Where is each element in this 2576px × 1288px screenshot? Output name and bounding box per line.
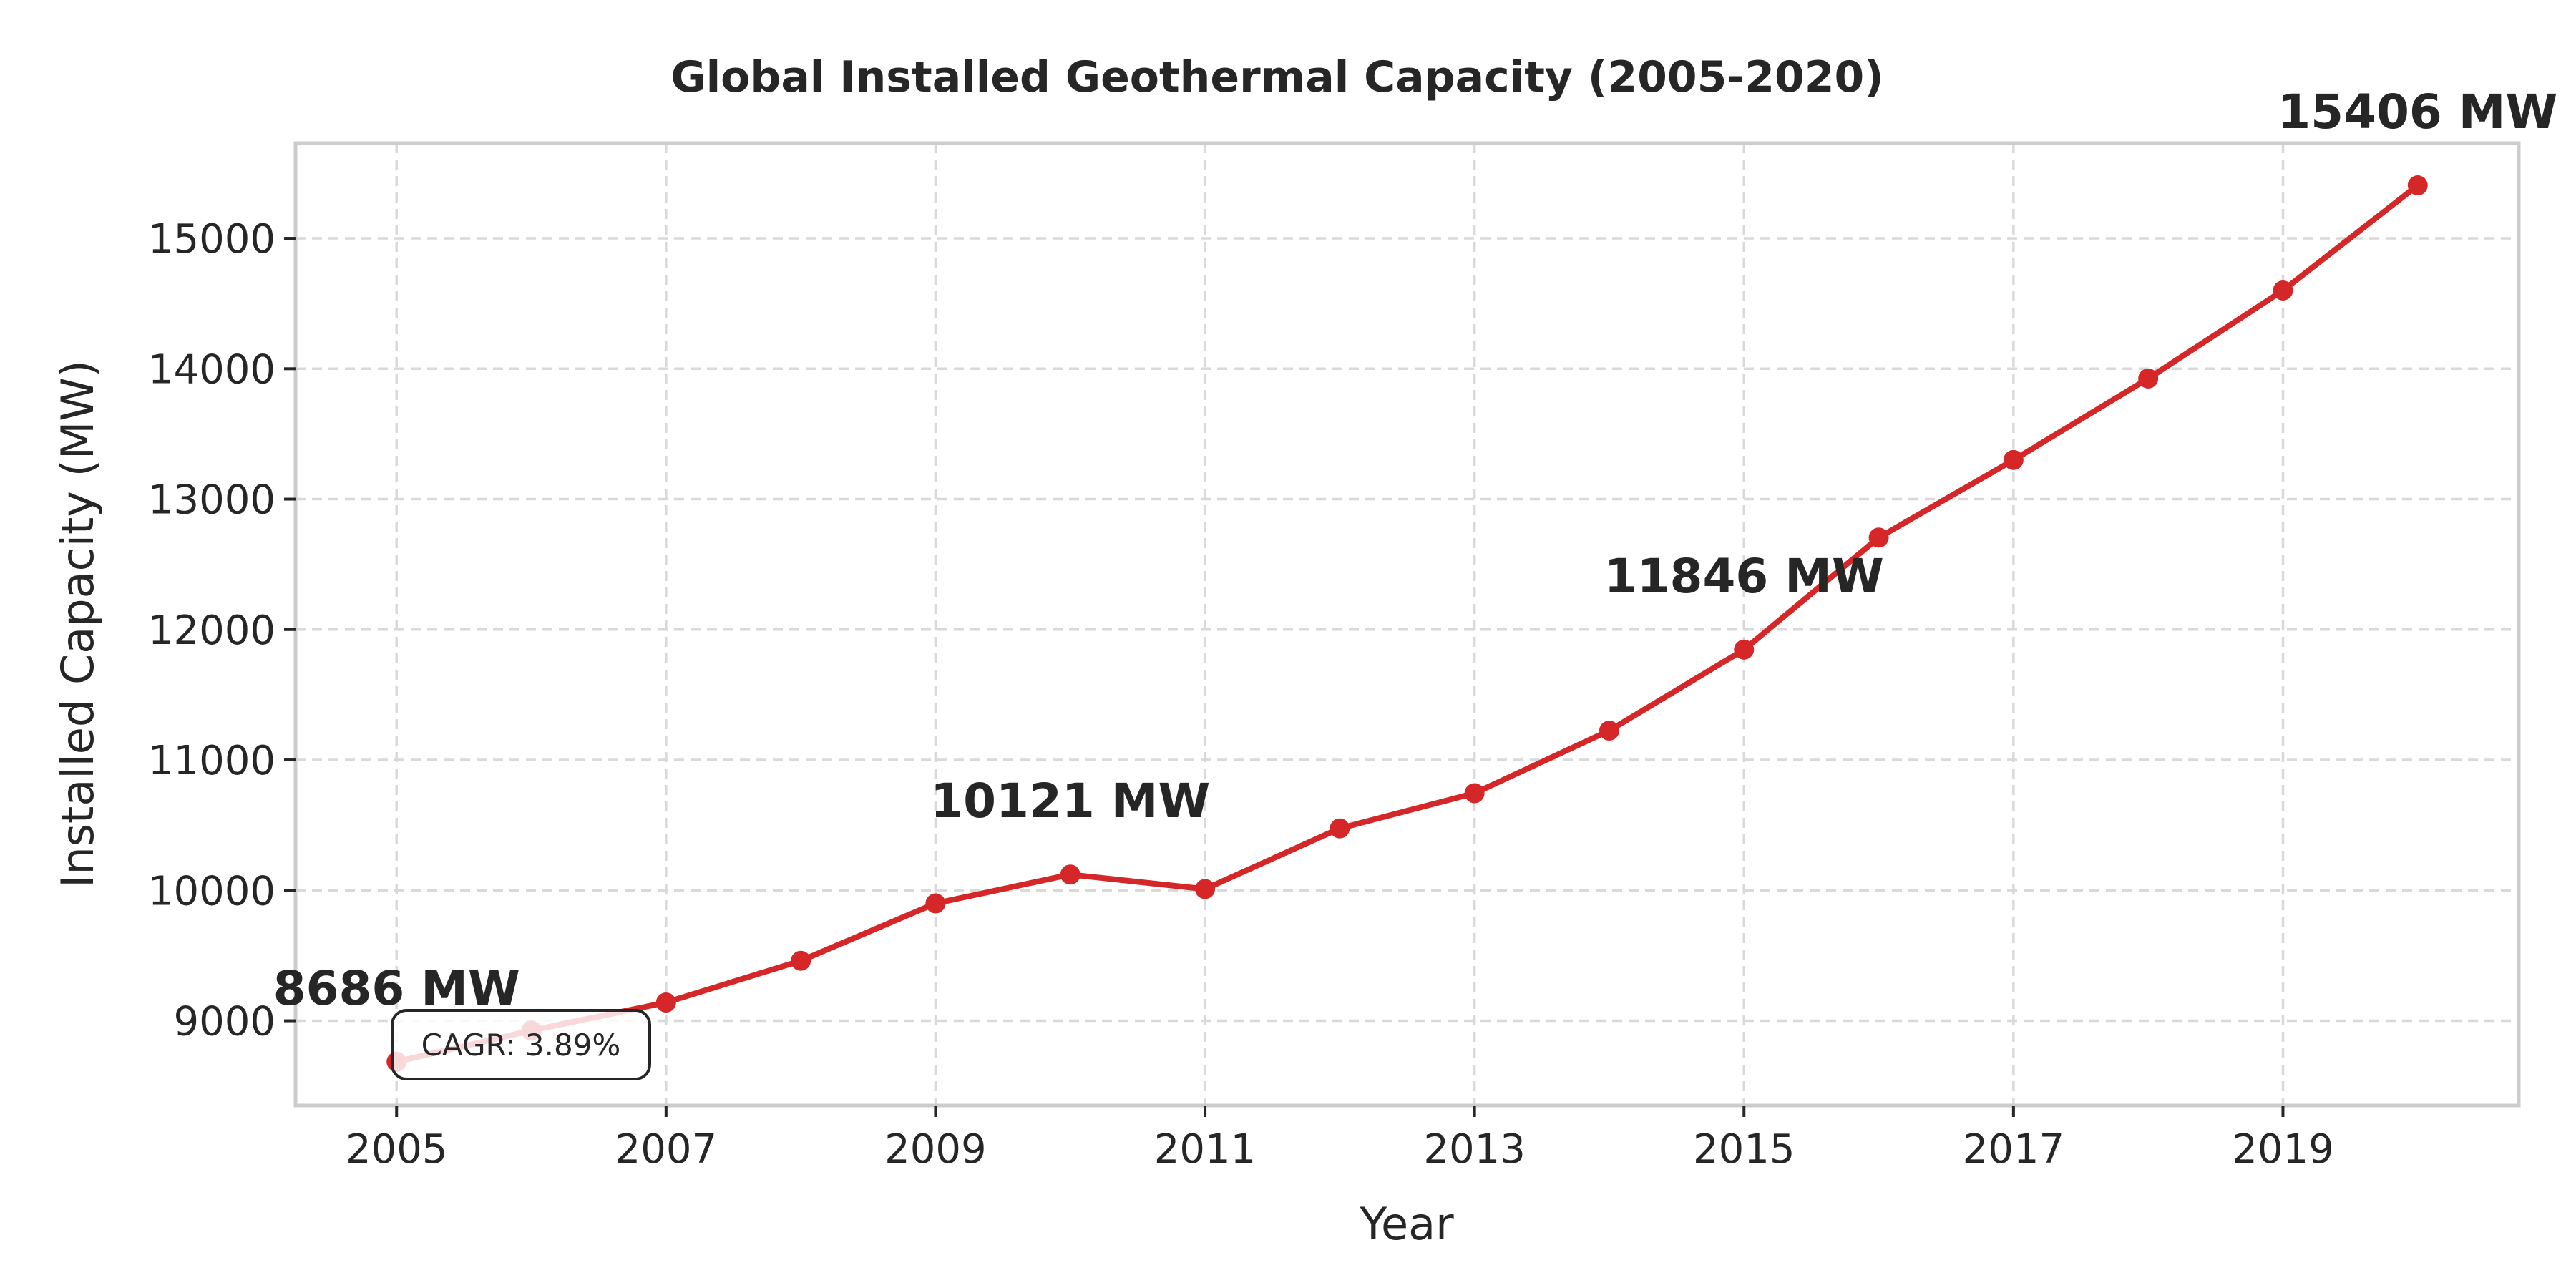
y-axis-label: Installed Capacity (MW) bbox=[52, 360, 104, 888]
data-point bbox=[2003, 449, 2024, 470]
x-tick-label: 2011 bbox=[1154, 1126, 1257, 1173]
series-line bbox=[394, 182, 2421, 1065]
data-point bbox=[1868, 527, 1889, 548]
plot-frame bbox=[293, 141, 2521, 1108]
data-point bbox=[791, 950, 811, 971]
data-points bbox=[386, 175, 2428, 1072]
x-tick-label: 2019 bbox=[2232, 1126, 2334, 1173]
data-point bbox=[2407, 175, 2428, 196]
y-tick-label: 15000 bbox=[148, 216, 275, 263]
data-label: 15406 MW bbox=[2278, 84, 2557, 140]
cagr-callout-box bbox=[391, 1009, 651, 1080]
y-tick-label: 12000 bbox=[148, 608, 275, 654]
data-point bbox=[2273, 280, 2293, 301]
data-label: 10121 MW bbox=[930, 774, 1210, 829]
x-tick-label: 2013 bbox=[1423, 1126, 1526, 1173]
data-labels: 8686 MW 10121 MW 11846 MW 15406 MW bbox=[273, 84, 2558, 1016]
cagr-callout-text: CAGR: 3.89% bbox=[421, 1028, 621, 1063]
x-tick-label: 2015 bbox=[1693, 1126, 1795, 1173]
data-point bbox=[925, 893, 946, 914]
y-tick-label: 14000 bbox=[148, 346, 275, 393]
cagr-callout: CAGR: 3.89% bbox=[391, 1009, 651, 1080]
x-tick-label: 2005 bbox=[346, 1126, 448, 1173]
y-tick-label: 13000 bbox=[148, 477, 275, 524]
data-point bbox=[1599, 721, 1619, 741]
series-line-group bbox=[394, 182, 2421, 1065]
grid bbox=[296, 143, 2519, 1106]
data-point bbox=[1734, 639, 1755, 660]
y-tick-label: 11000 bbox=[148, 738, 275, 784]
data-point bbox=[1060, 864, 1080, 885]
data-point bbox=[1195, 879, 1216, 899]
x-axis-label: Year bbox=[1359, 1198, 1454, 1250]
axis-ticks: 2005 2007 2009 2011 2013 2015 2017 2019 9000 1000… bbox=[148, 216, 2334, 1173]
data-point bbox=[2138, 368, 2159, 389]
data-point bbox=[1330, 818, 1350, 839]
y-tick-label: 10000 bbox=[148, 868, 275, 914]
data-point bbox=[1464, 783, 1485, 804]
x-tick-label: 2009 bbox=[884, 1126, 987, 1173]
chart-title: Global Installed Geothermal Capacity (20… bbox=[670, 52, 1883, 102]
data-label: 8686 MW bbox=[273, 961, 520, 1016]
x-tick-label: 2017 bbox=[1963, 1126, 2065, 1173]
x-tick-label: 2007 bbox=[615, 1126, 718, 1173]
data-label: 11846 MW bbox=[1604, 549, 1884, 604]
y-tick-label: 9000 bbox=[173, 999, 275, 1045]
data-point bbox=[655, 992, 676, 1013]
